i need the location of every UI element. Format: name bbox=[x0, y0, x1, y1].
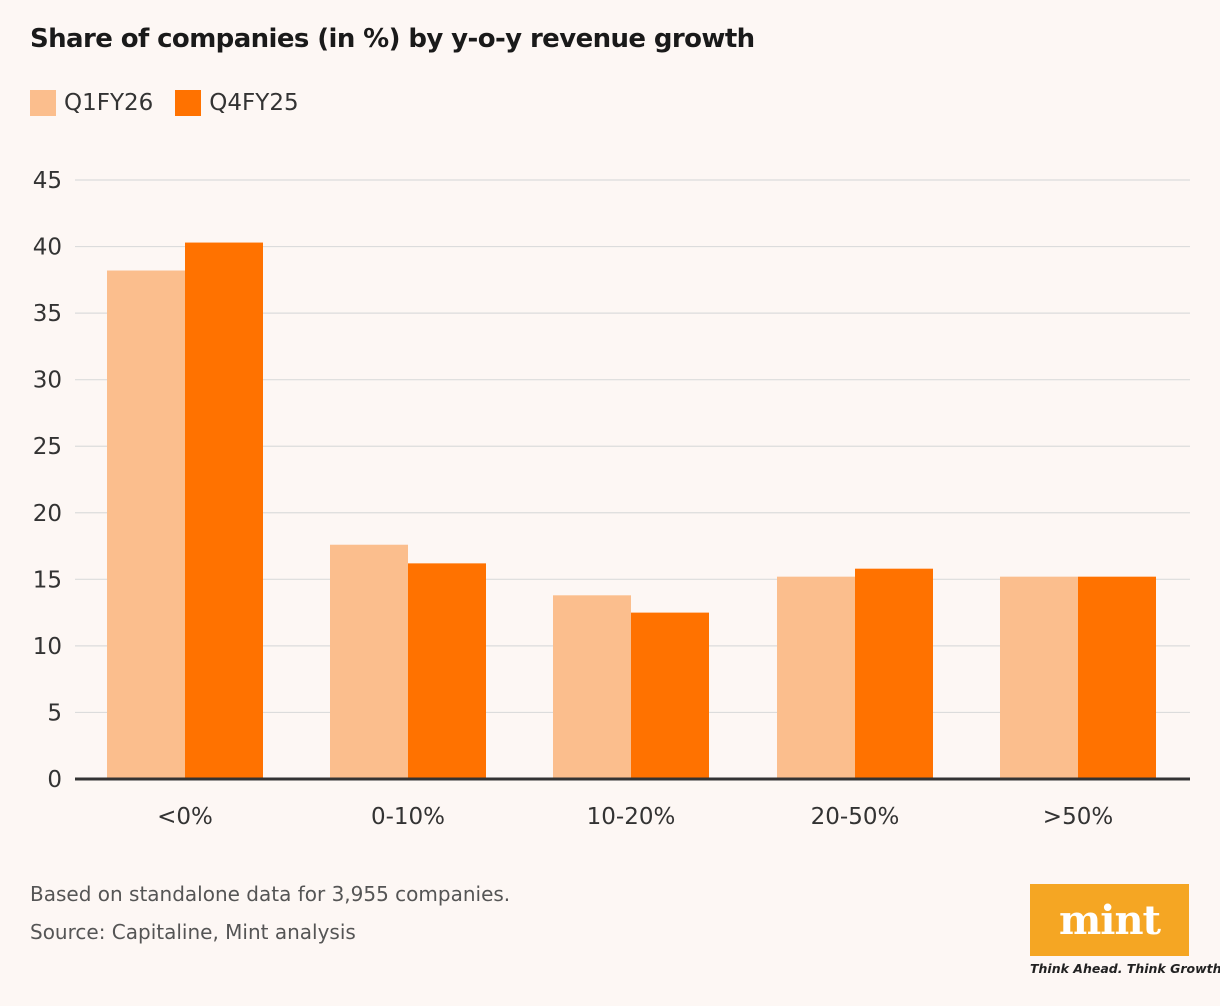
bar-q1fy26-2 bbox=[553, 595, 631, 779]
y-tick-label: 20 bbox=[33, 501, 62, 527]
legend-item-q4fy25: Q4FY25 bbox=[175, 90, 299, 116]
bar-chart: 0 5 10 15 20 25 30 35 40 45 <0% 0-10% 10-20% 20-50% >5… bbox=[33, 168, 1190, 830]
y-tick-label: 0 bbox=[47, 767, 62, 793]
y-tick-label: 10 bbox=[33, 634, 62, 660]
y-tick-label: 15 bbox=[33, 567, 62, 593]
bar-q1fy26-0 bbox=[107, 270, 185, 779]
legend-swatch-q4fy25 bbox=[175, 90, 202, 116]
legend-label-q1fy26: Q1FY26 bbox=[64, 90, 154, 116]
mint-tagline: Think Ahead. Think Growth. bbox=[1030, 961, 1220, 976]
legend-item-q1fy26: Q1FY26 bbox=[30, 90, 153, 116]
x-tick-label: 10-20% bbox=[587, 804, 676, 830]
bar-q4fy25-1 bbox=[408, 563, 486, 779]
footnote-source: Source: Capitaline, Mint analysis bbox=[30, 920, 356, 944]
x-tick-label: 0-10% bbox=[371, 804, 445, 830]
y-tick-label: 35 bbox=[33, 301, 62, 327]
y-tick-label: 45 bbox=[33, 168, 62, 194]
x-tick-label: >50% bbox=[1043, 804, 1113, 830]
bar-q4fy25-4 bbox=[1078, 576, 1156, 779]
bar-q1fy26-3 bbox=[777, 576, 855, 779]
footnote-note: Based on standalone data for 3,955 compa… bbox=[30, 882, 511, 906]
bar-q1fy26-4 bbox=[1000, 576, 1078, 779]
bar-q4fy25-2 bbox=[631, 612, 709, 779]
bar-q4fy25-3 bbox=[855, 568, 933, 779]
y-tick-label: 40 bbox=[33, 235, 62, 261]
legend-label-q4fy25: Q4FY25 bbox=[209, 90, 299, 116]
bar-q1fy26-1 bbox=[330, 544, 408, 779]
legend-swatch-q1fy26 bbox=[30, 90, 56, 116]
x-tick-label: <0% bbox=[157, 804, 213, 830]
x-tick-label: 20-50% bbox=[811, 804, 900, 830]
mint-logo-text: mint bbox=[1058, 896, 1161, 944]
chart-title: Share of companies (in %) by y-o-y reven… bbox=[30, 24, 755, 54]
y-tick-label: 5 bbox=[47, 700, 62, 726]
bar-q4fy25-0 bbox=[185, 242, 263, 779]
mint-logo: mint bbox=[1030, 884, 1189, 956]
y-tick-label: 30 bbox=[33, 368, 62, 394]
legend: Q1FY26 Q4FY25 bbox=[30, 90, 321, 116]
y-tick-label: 25 bbox=[33, 434, 62, 460]
